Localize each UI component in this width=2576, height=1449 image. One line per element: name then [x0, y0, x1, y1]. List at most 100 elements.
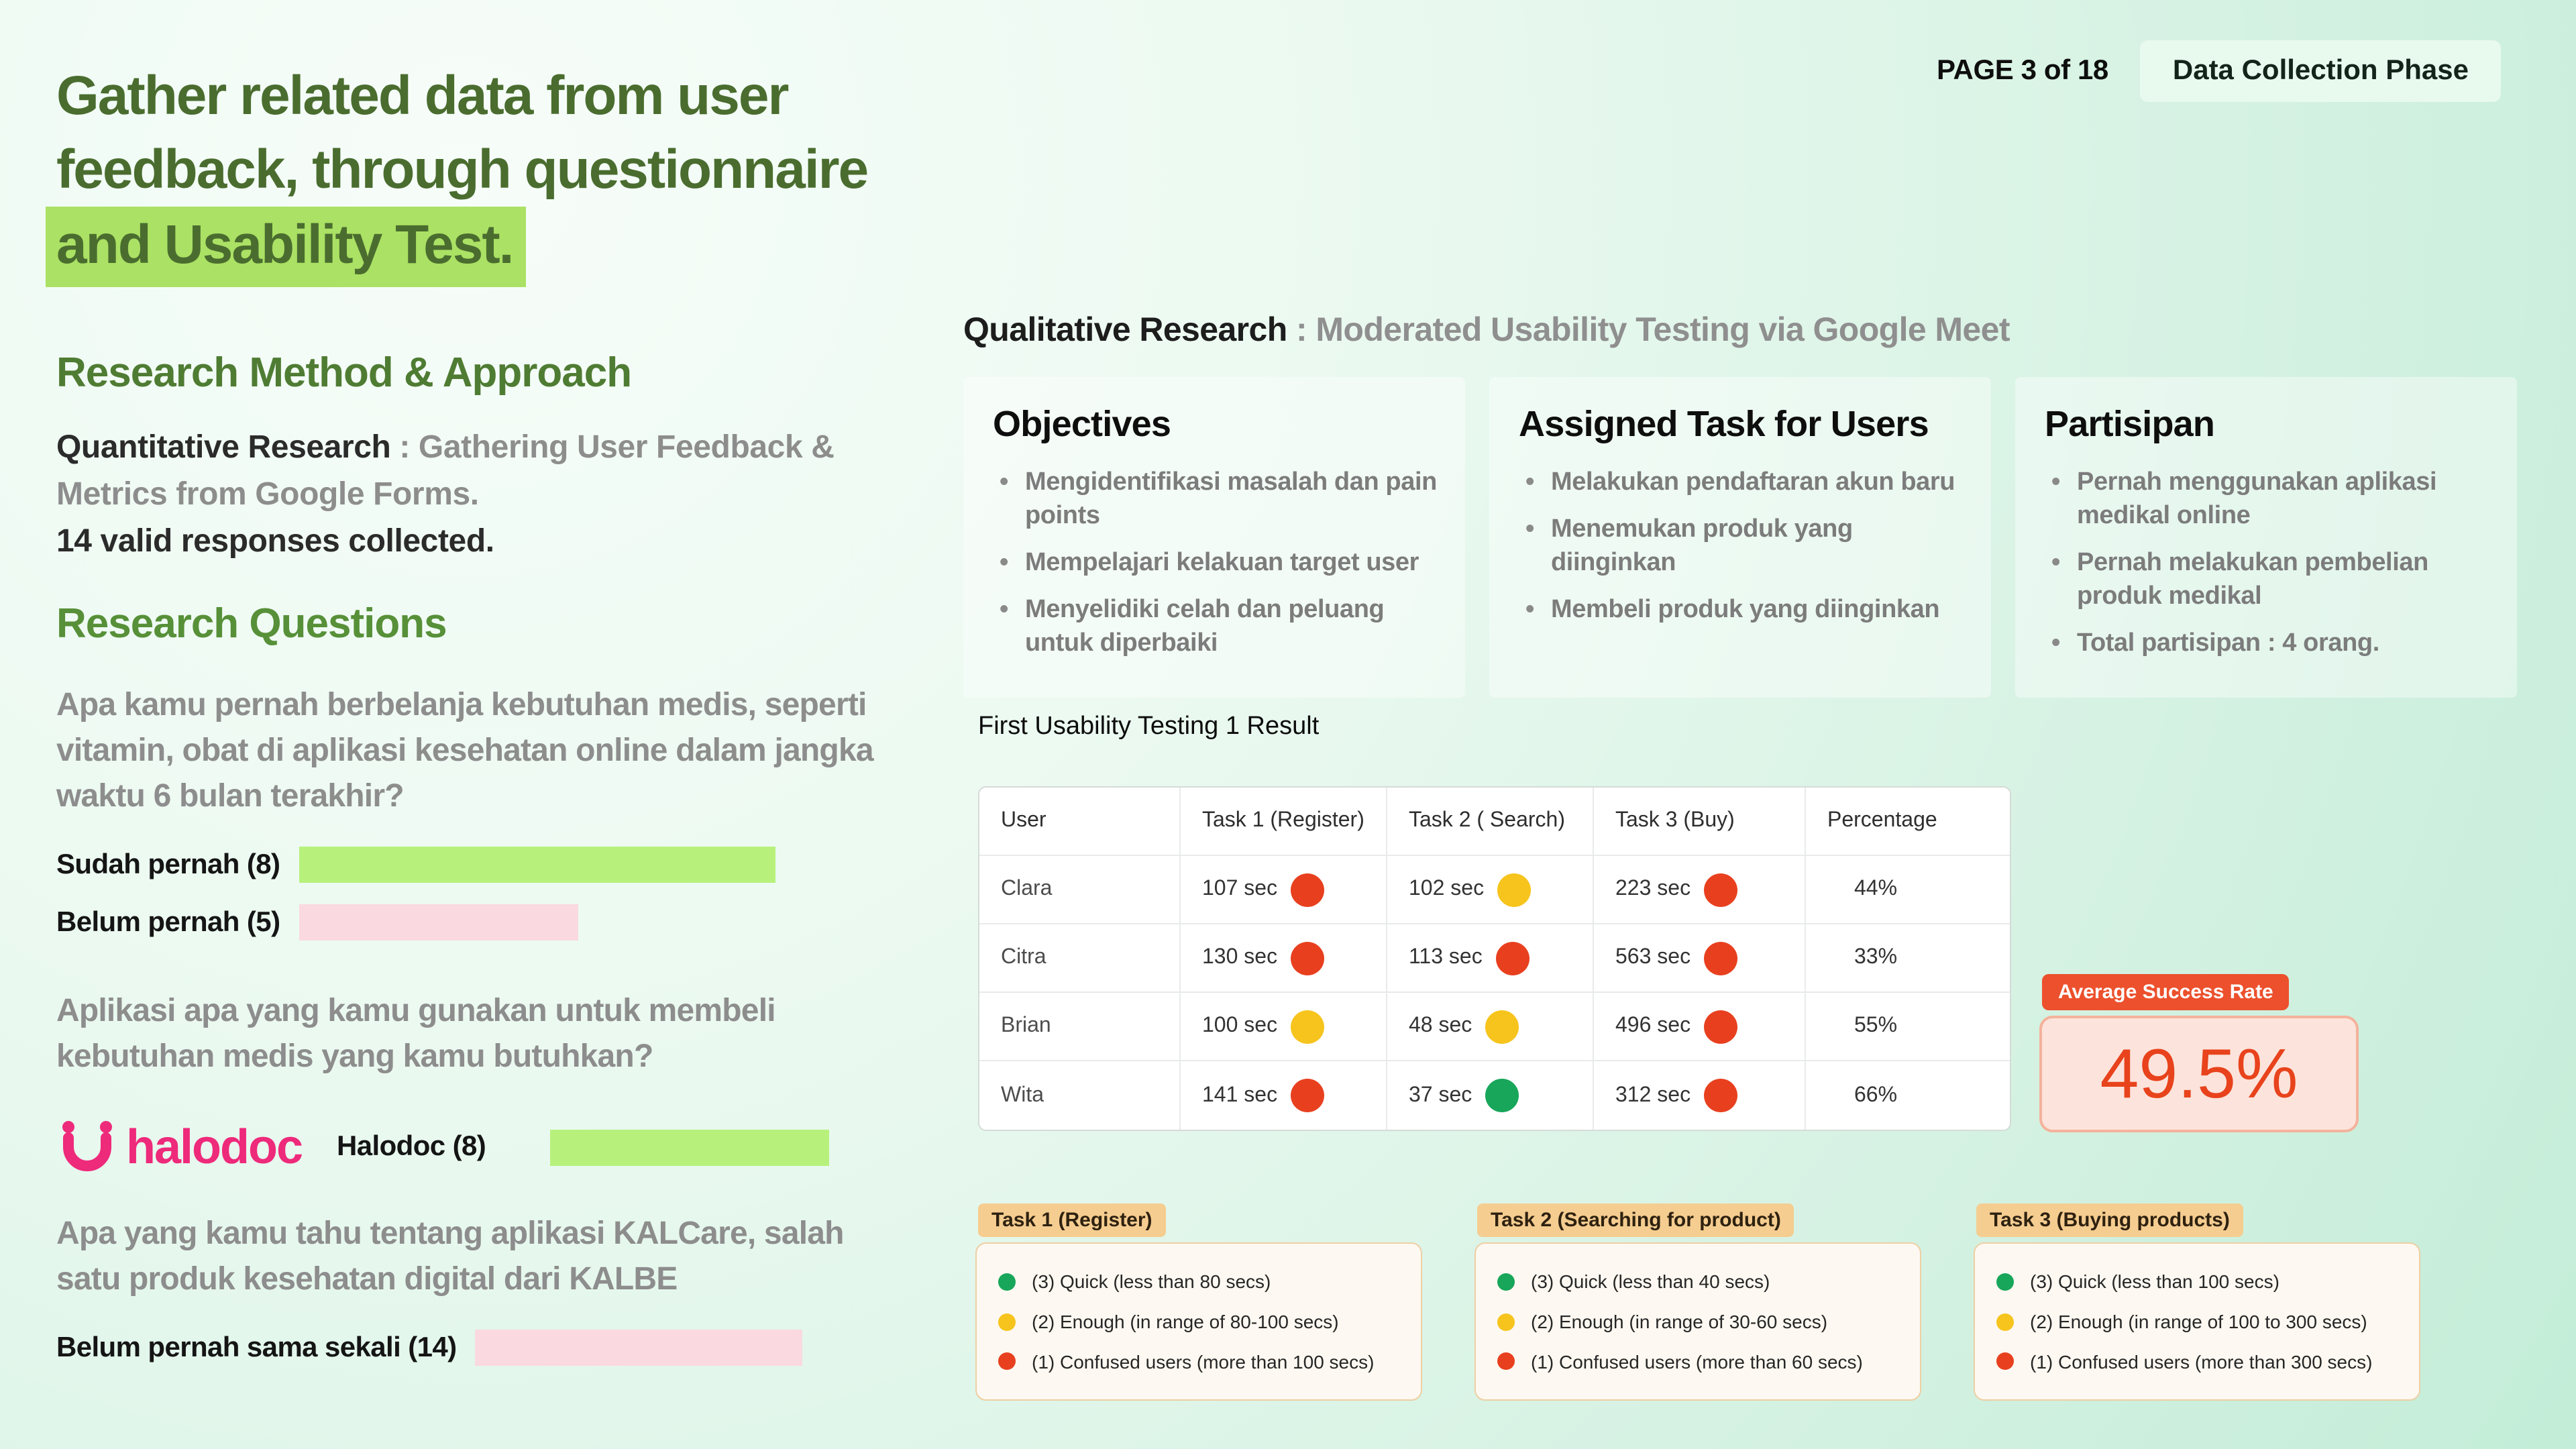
legend-item-text: (3) Quick (less than 80 secs): [1032, 1271, 1271, 1292]
answer-bar-green: [299, 847, 775, 883]
user-name-cell: Citra: [979, 924, 1181, 993]
question-1: Apa kamu pernah berbelanja kebutuhan med…: [56, 686, 874, 815]
status-dot: [1704, 1010, 1738, 1043]
status-dot: [1485, 1079, 1519, 1112]
quantitative-research-label: Quantitative Research: [56, 429, 391, 466]
task-time: 37 sec: [1409, 1083, 1472, 1106]
table-row: Clara 107 sec 102 sec 223 sec 44%: [979, 856, 2010, 924]
average-success-rate-badge: Average Success Rate: [2042, 974, 2290, 1010]
card-assigned-tasks: Assigned Task for Users Melakukan pendaf…: [1489, 377, 1991, 698]
legend-item: (2) Enough (in range of 30-60 secs): [1497, 1311, 1898, 1334]
percentage-cell: 33%: [1806, 924, 2010, 993]
column-header-task1: Task 1 (Register): [1181, 788, 1387, 856]
qualitative-research-label: Qualitative Research: [963, 311, 1287, 349]
task-legends: Task 1 (Register) (3) Quick (less than 8…: [975, 1203, 2420, 1401]
answer-label: Sudah pernah (8): [56, 849, 280, 880]
task-time: 312 sec: [1615, 1083, 1691, 1106]
card-bullet-list: Mengidentifikasi masalah dan pain points…: [993, 466, 1438, 661]
bullet-item: Pernah menggunakan aplikasi medikal onli…: [2045, 466, 2490, 533]
slide-title-line-1: Gather related data from user: [56, 64, 789, 126]
bullet-item: Melakukan pendaftaran akun baru: [1519, 466, 1964, 499]
user-name-cell: Clara: [979, 856, 1181, 924]
task-time: 223 sec: [1615, 877, 1691, 900]
legend-item: (1) Confused users (more than 100 secs): [998, 1350, 1399, 1373]
status-dot: [1291, 941, 1325, 975]
info-cards: Objectives Mengidentifikasi masalah dan …: [963, 377, 2517, 698]
answer-row-belum-pernah: Belum pernah (5): [56, 904, 942, 941]
task-time: 496 sec: [1615, 1014, 1691, 1037]
qualitative-research-text: : Moderated Usability Testing via Google…: [1287, 311, 2010, 349]
legend-item-text: (1) Confused users (more than 100 secs): [1032, 1350, 1375, 1373]
legend-item: (1) Confused users (more than 60 secs): [1497, 1350, 1898, 1373]
bullet-item: Menyelidiki celah dan peluang untuk dipe…: [993, 593, 1438, 660]
slide-title-line-3-highlighted: and Usability Test.: [46, 206, 527, 287]
legend-status-dot: [998, 1352, 1016, 1371]
bullet-item: Mengidentifikasi masalah dan pain points: [993, 466, 1438, 533]
answer-row-belum-pernah-sama-sekali: Belum pernah sama sekali (14): [56, 1330, 942, 1366]
bullet-item: Total partisipan : 4 orang.: [2045, 627, 2490, 661]
legend-item-text: (3) Quick (less than 100 secs): [2030, 1271, 2279, 1292]
average-success-rate-box: 49.5%: [2039, 1016, 2359, 1132]
task-time: 102 sec: [1409, 877, 1485, 900]
bullet-item: Menemukan produk yang diinginkan: [1519, 513, 1964, 580]
question-2: Aplikasi apa yang kamu gunakan untuk mem…: [56, 993, 776, 1075]
answer-row-sudah-pernah: Sudah pernah (8): [56, 847, 942, 883]
legend-status-dot: [1996, 1273, 2014, 1291]
task-time: 107 sec: [1202, 877, 1278, 900]
legend-status-dot: [1497, 1273, 1515, 1291]
left-column: Gather related data from user feedback, …: [46, 59, 942, 1366]
legend-status-dot: [1996, 1313, 2014, 1331]
usability-results-table: User Task 1 (Register) Task 2 ( Search) …: [978, 786, 2011, 1131]
status-dot: [1495, 941, 1529, 975]
task-time: 48 sec: [1409, 1014, 1472, 1037]
legend-item: (3) Quick (less than 40 secs): [1497, 1271, 1898, 1293]
legend-item-text: (2) Enough (in range of 30-60 secs): [1531, 1310, 1828, 1332]
halodoc-logo: halodoc: [56, 1118, 303, 1177]
page-header: PAGE 3 of 18 Data Collection Phase: [1937, 40, 2501, 102]
legend-tag: Task 1 (Register): [978, 1203, 1166, 1237]
card-bullet-list: Pernah menggunakan aplikasi medikal onli…: [2045, 466, 2490, 661]
legend-status-dot: [998, 1273, 1016, 1291]
status-dot: [1291, 873, 1325, 906]
legend-item-text: (2) Enough (in range of 80-100 secs): [1032, 1310, 1339, 1332]
status-dot: [1704, 873, 1738, 906]
bullet-item: Membeli produk yang diinginkan: [1519, 593, 1964, 627]
card-title: Objectives: [993, 404, 1171, 444]
percentage-cell: 55%: [1806, 993, 2010, 1061]
legend-task2: Task 2 (Searching for product) (3) Quick…: [1474, 1203, 1921, 1401]
legend-task3: Task 3 (Buying products) (3) Quick (less…: [1974, 1203, 2420, 1401]
legend-card: (3) Quick (less than 80 secs) (2) Enough…: [975, 1242, 1422, 1401]
task-time: 100 sec: [1202, 1014, 1278, 1037]
legend-item-text: (1) Confused users (more than 300 secs): [2030, 1350, 2373, 1373]
status-dot: [1704, 941, 1738, 975]
answer-bar-pink: [475, 1330, 803, 1366]
research-method-heading: Research Method & Approach: [56, 348, 632, 396]
bullet-item: Mempelajari kelakuan target user: [993, 546, 1438, 580]
card-title: Partisipan: [2045, 404, 2215, 444]
legend-status-dot: [1497, 1352, 1515, 1371]
legend-item: (3) Quick (less than 80 secs): [998, 1271, 1399, 1293]
answer-bar-pink: [299, 904, 578, 941]
percentage-cell: 44%: [1806, 856, 2010, 924]
status-dot: [1704, 1079, 1738, 1112]
question-3: Apa yang kamu tahu tentang aplikasi KALC…: [56, 1216, 844, 1298]
card-objectives: Objectives Mengidentifikasi masalah dan …: [963, 377, 1465, 698]
slide-title: Gather related data from user feedback, …: [46, 59, 942, 287]
responses-collected-text: 14 valid responses collected.: [56, 523, 494, 559]
answer-label: Halodoc (8): [337, 1131, 486, 1163]
legend-status-dot: [998, 1313, 1016, 1331]
status-dot: [1291, 1079, 1325, 1112]
legend-item-text: (3) Quick (less than 40 secs): [1531, 1271, 1770, 1292]
legend-tag: Task 3 (Buying products): [1976, 1203, 2243, 1237]
task-time: 130 sec: [1202, 946, 1278, 969]
legend-item: (1) Confused users (more than 300 secs): [1996, 1350, 2398, 1373]
qualitative-research-heading: Qualitative Research : Moderated Usabili…: [963, 311, 2010, 350]
answer-bar-green: [550, 1129, 830, 1166]
status-dot: [1291, 1010, 1325, 1043]
halodoc-logo-icon: [62, 1121, 112, 1172]
column-header-user: User: [979, 788, 1181, 856]
column-header-task3: Task 3 (Buy): [1594, 788, 1806, 856]
bullet-item: Pernah melakukan pembelian produk medika…: [2045, 546, 2490, 613]
quantitative-research-paragraph: Quantitative Research : Gathering User F…: [56, 424, 848, 565]
